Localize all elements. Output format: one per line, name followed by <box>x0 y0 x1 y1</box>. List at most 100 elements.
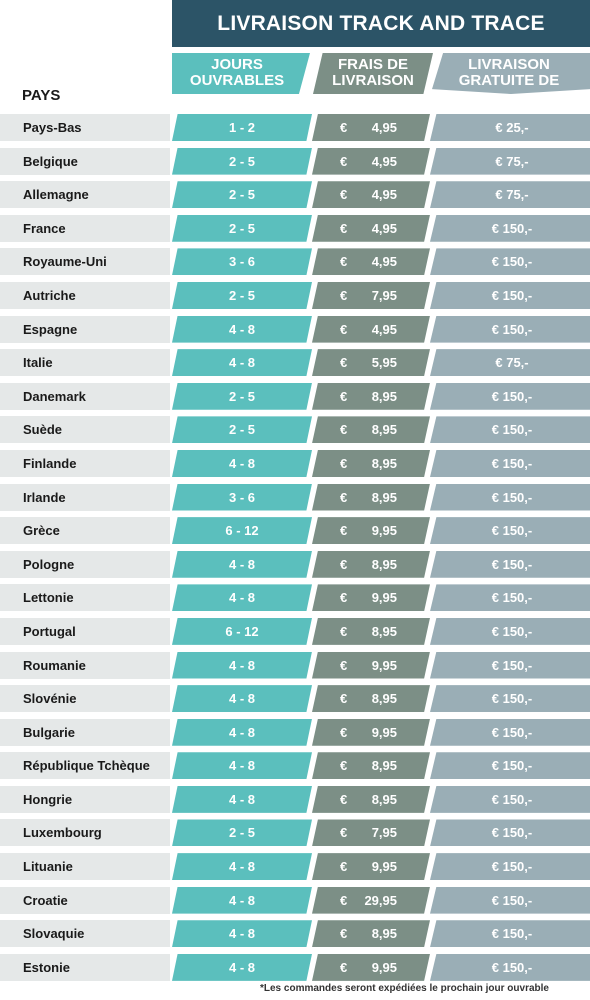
fee-cell: €8,95 <box>312 617 430 645</box>
table-row: Irlande 3 - 6 €8,95 € 150,- <box>0 483 590 518</box>
free-shipping-cell: € 150,- <box>430 517 590 545</box>
fee-amount: 9,95 <box>371 590 397 606</box>
free-shipping-cell: € 150,- <box>430 449 590 477</box>
country-cell: Slovaquie <box>0 920 170 948</box>
table-row: Royaume-Uni 3 - 6 €4,95 € 150,- <box>0 248 590 282</box>
fee-amount: 9,95 <box>371 657 397 673</box>
days-cell: 2 - 5 <box>172 181 312 209</box>
fee-cell: €8,95 <box>312 382 430 410</box>
days-cell: 4 - 8 <box>172 718 312 746</box>
fee-amount: 4,95 <box>371 187 397 203</box>
table-row: France 2 - 5 €4,95 € 150,- <box>0 214 590 249</box>
free-shipping-cell: € 150,- <box>430 853 590 881</box>
free-shipping-cell: € 150,- <box>430 416 590 444</box>
table-row: République Tchèque 4 - 8 €8,95 € 150,- <box>0 752 590 786</box>
days-cell: 2 - 5 <box>172 382 312 410</box>
fee-cell: €9,95 <box>312 718 430 746</box>
euro-symbol: € <box>340 220 348 236</box>
country-cell: Italie <box>0 349 170 377</box>
fee-amount: 4,95 <box>371 120 397 135</box>
fee-amount: 8,95 <box>371 691 397 707</box>
fee-amount: 29,95 <box>364 892 397 908</box>
free-shipping-cell: € 150,- <box>430 382 590 410</box>
country-cell: Belgique <box>0 147 170 175</box>
table-row: Portugal 6 - 12 €8,95 € 150,- <box>0 617 590 652</box>
euro-symbol: € <box>340 455 348 471</box>
days-cell: 2 - 5 <box>172 214 312 242</box>
days-cell: 4 - 8 <box>172 584 312 612</box>
days-cell: 4 - 8 <box>172 685 312 713</box>
fee-cell: €9,95 <box>312 953 430 981</box>
euro-symbol: € <box>340 388 348 404</box>
table-row: Espagne 4 - 8 €4,95 € 150,- <box>0 315 590 350</box>
country-cell: Hongrie <box>0 785 170 813</box>
euro-symbol: € <box>340 489 348 505</box>
days-cell: 4 - 8 <box>172 315 312 343</box>
days-cell: 6 - 12 <box>172 517 312 545</box>
euro-symbol: € <box>340 959 348 975</box>
country-cell: Finlande <box>0 449 170 477</box>
table-row: Allemagne 2 - 5 €4,95 € 75,- <box>0 181 590 215</box>
fee-cell: €9,95 <box>312 584 430 612</box>
free-shipping-cell: € 150,- <box>430 248 590 276</box>
fee-cell: €4,95 <box>312 114 430 141</box>
euro-symbol: € <box>340 623 348 639</box>
days-cell: 4 - 8 <box>172 550 312 578</box>
euro-symbol: € <box>340 892 348 908</box>
euro-symbol: € <box>340 153 348 169</box>
fee-amount: 8,95 <box>371 926 397 942</box>
table-row: Pologne 4 - 8 €8,95 € 150,- <box>0 550 590 585</box>
euro-symbol: € <box>340 590 348 606</box>
country-cell: France <box>0 214 170 242</box>
fee-amount: 9,95 <box>371 959 397 975</box>
fee-cell: €8,95 <box>312 449 430 477</box>
table-row: Finlande 4 - 8 €8,95 € 150,- <box>0 449 590 484</box>
euro-symbol: € <box>340 859 348 875</box>
fee-cell: €4,95 <box>312 181 430 209</box>
fee-cell: €4,95 <box>312 315 430 343</box>
free-shipping-cell: € 75,- <box>430 147 590 175</box>
free-shipping-cell: € 75,- <box>430 349 590 377</box>
table-row: Roumanie 4 - 8 €9,95 € 150,- <box>0 651 590 686</box>
days-cell: 4 - 8 <box>172 449 312 477</box>
fee-amount: 9,95 <box>371 724 397 740</box>
days-cell: 4 - 8 <box>172 853 312 881</box>
country-cell: Slovénie <box>0 685 170 713</box>
country-cell: Roumanie <box>0 651 170 679</box>
fee-amount: 5,95 <box>371 355 397 371</box>
country-cell: Autriche <box>0 281 170 309</box>
fee-cell: €4,95 <box>312 248 430 276</box>
header-days: JOURS OUVRABLES <box>172 53 310 94</box>
days-cell: 4 - 8 <box>172 651 312 679</box>
fee-cell: €8,95 <box>312 550 430 578</box>
table-row: Slovaquie 4 - 8 €8,95 € 150,- <box>0 920 590 954</box>
free-shipping-cell: € 150,- <box>430 953 590 981</box>
days-cell: 4 - 8 <box>172 886 312 914</box>
fee-amount: 4,95 <box>371 254 397 270</box>
table-row: Danemark 2 - 5 €8,95 € 150,- <box>0 382 590 417</box>
euro-symbol: € <box>340 556 348 572</box>
country-cell: Espagne <box>0 315 170 343</box>
table-row: Lettonie 4 - 8 €9,95 € 150,- <box>0 584 590 618</box>
country-cell: Pologne <box>0 550 170 578</box>
fee-cell: €5,95 <box>312 349 430 377</box>
table-row: Suède 2 - 5 €8,95 € 150,- <box>0 416 590 450</box>
days-cell: 2 - 5 <box>172 819 312 847</box>
free-shipping-cell: € 25,- <box>430 114 590 141</box>
country-cell: Lituanie <box>0 853 170 881</box>
table-title: LIVRAISON TRACK AND TRACE <box>172 0 590 47</box>
fee-amount: 8,95 <box>371 388 397 404</box>
table-row: Italie 4 - 8 €5,95 € 75,- <box>0 349 590 383</box>
free-shipping-cell: € 150,- <box>430 651 590 679</box>
fee-amount: 7,95 <box>371 287 397 303</box>
free-shipping-cell: € 150,- <box>430 752 590 780</box>
days-cell: 1 - 2 <box>172 114 312 141</box>
euro-symbol: € <box>340 791 348 807</box>
country-cell: Luxembourg <box>0 819 170 847</box>
country-cell: Pays-Bas <box>0 114 170 141</box>
fee-cell: €8,95 <box>312 752 430 780</box>
fee-amount: 8,95 <box>371 791 397 807</box>
country-cell: Estonie <box>0 953 170 981</box>
fee-cell: €29,95 <box>312 886 430 914</box>
header-fee: FRAIS DE LIVRAISON <box>313 53 433 94</box>
